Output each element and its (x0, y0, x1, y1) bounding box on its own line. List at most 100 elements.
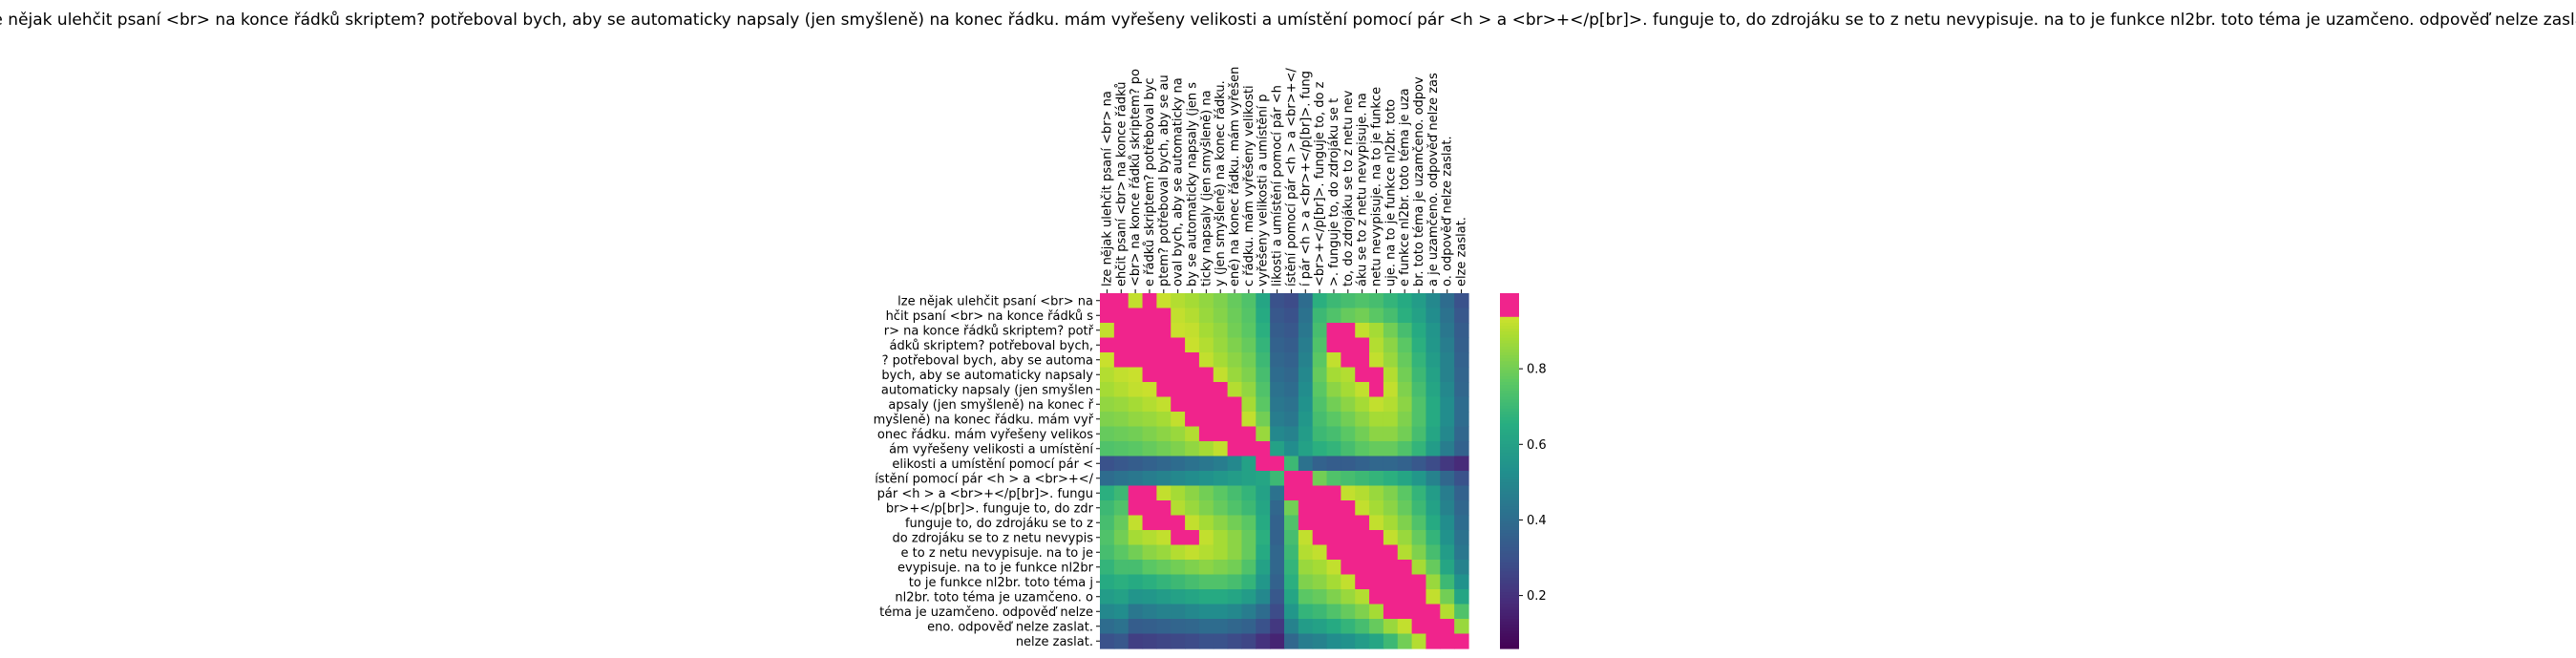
y-tick-label: ? potřeboval bych, aby se automa (882, 353, 1093, 368)
heatmap-cell (1198, 471, 1214, 487)
heatmap-cell (1128, 485, 1144, 501)
heatmap-cell (1256, 396, 1271, 413)
heatmap-cell (1156, 589, 1172, 605)
heatmap-cell (1383, 574, 1399, 590)
x-tick-label: ehčit psaní <br> na konce řádků (1114, 81, 1129, 287)
heatmap-cell (1440, 544, 1455, 561)
heatmap-cell (1425, 604, 1441, 620)
heatmap-cell (1213, 633, 1229, 649)
heatmap-cell (1142, 485, 1157, 501)
heatmap-cell (1284, 367, 1299, 383)
heatmap-cell (1454, 589, 1469, 605)
heatmap-cell (1341, 604, 1356, 620)
heatmap-cell (1128, 530, 1144, 546)
colorbar-segment (1500, 639, 1519, 644)
heatmap-cell (1326, 500, 1341, 517)
heatmap-cell (1185, 544, 1200, 561)
heatmap-cell (1397, 515, 1413, 531)
heatmap-cell (1171, 441, 1186, 457)
colorbar-segment (1500, 523, 1519, 528)
heatmap-cell (1227, 456, 1243, 472)
heatmap-cell (1185, 337, 1200, 353)
heatmap-cell (1298, 412, 1314, 428)
heatmap-cell (1100, 323, 1115, 339)
heatmap-cell (1213, 456, 1229, 472)
colorbar-segment (1500, 609, 1519, 614)
heatmap-cell (1270, 396, 1285, 413)
heatmap-cell (1355, 544, 1370, 561)
heatmap-cell (1142, 544, 1157, 561)
x-tick-label: ticky napsaly (jen smyšleně) na (1199, 90, 1214, 287)
heatmap-cell (1156, 633, 1172, 649)
heatmap-cell (1142, 293, 1157, 309)
heatmap-cell (1213, 382, 1229, 398)
heatmap-cell (1397, 574, 1413, 590)
colorbar-segment (1500, 346, 1519, 350)
colorbar-segment (1500, 405, 1519, 410)
heatmap-cell (1113, 530, 1130, 546)
heatmap-cell (1185, 352, 1200, 369)
heatmap-cell (1241, 382, 1256, 398)
heatmap-cell (1227, 441, 1243, 457)
heatmap-cell (1213, 426, 1229, 442)
heatmap-cell (1171, 471, 1186, 487)
heatmap-cell (1383, 589, 1399, 605)
heatmap-cell (1369, 574, 1384, 590)
heatmap-cell (1198, 396, 1214, 413)
heatmap-cell (1369, 633, 1384, 649)
heatmap-cell (1213, 544, 1229, 561)
colorbar-segment (1500, 370, 1519, 374)
heatmap-cell (1312, 323, 1328, 339)
heatmap-cell (1284, 530, 1299, 546)
heatmap-cell (1198, 441, 1214, 457)
heatmap-cell (1113, 382, 1130, 398)
heatmap-cell (1227, 619, 1243, 635)
heatmap-cell (1142, 367, 1157, 383)
heatmap-cell (1312, 619, 1328, 635)
heatmap-cell (1128, 441, 1144, 457)
heatmap-cell (1113, 544, 1130, 561)
heatmap-cell (1100, 515, 1115, 531)
heatmap-cell (1270, 352, 1285, 369)
heatmap-cell (1241, 441, 1256, 457)
heatmap-cell (1425, 485, 1441, 501)
y-tick-label: br>+</p[br]>. funguje to, do zdr (886, 501, 1094, 516)
heatmap-cell (1156, 308, 1172, 324)
heatmap-cell (1383, 396, 1399, 413)
colorbar-segment (1500, 316, 1519, 321)
colorbar-segment (1500, 352, 1519, 356)
heatmap-cell (1411, 308, 1427, 324)
heatmap-cell (1298, 456, 1314, 472)
heatmap-cell (1241, 293, 1256, 309)
heatmap-cell (1213, 560, 1229, 576)
heatmap-cell (1256, 293, 1271, 309)
heatmap-cell (1198, 619, 1214, 635)
heatmap-cell (1383, 619, 1399, 635)
heatmap-cell (1341, 352, 1356, 369)
heatmap-cell (1113, 441, 1130, 457)
x-tick-label: uje. na to je funkce nl2br. toto (1383, 99, 1398, 287)
heatmap-cell (1213, 293, 1229, 309)
colorbar-segment (1500, 589, 1519, 593)
colorbar-segment (1500, 565, 1519, 569)
heatmap-cell (1156, 323, 1172, 339)
x-tick-label: ené) na konec řádku. mám vyřešen (1228, 67, 1242, 287)
y-tick-label: apsaly (jen smyšleně) na konec ř (888, 398, 1093, 413)
heatmap-cell (1341, 323, 1356, 339)
colorbar-segment (1500, 364, 1519, 369)
heatmap-cell (1256, 367, 1271, 383)
heatmap-cell (1171, 367, 1186, 383)
heatmap-cell (1454, 500, 1469, 517)
colorbar-segment (1500, 494, 1519, 499)
heatmap-cell (1213, 441, 1229, 457)
heatmap-cell (1411, 396, 1427, 413)
heatmap-cell (1425, 530, 1441, 546)
heatmap-cell (1355, 633, 1370, 649)
heatmap-cell (1185, 485, 1200, 501)
heatmap-cell (1326, 515, 1341, 531)
heatmap-cell (1298, 352, 1314, 369)
x-tick-label: >. funguje to, do zdrojáku se t (1327, 98, 1341, 287)
heatmap-cell (1156, 382, 1172, 398)
heatmap-cell (1411, 485, 1427, 501)
heatmap-cell (1312, 441, 1328, 457)
